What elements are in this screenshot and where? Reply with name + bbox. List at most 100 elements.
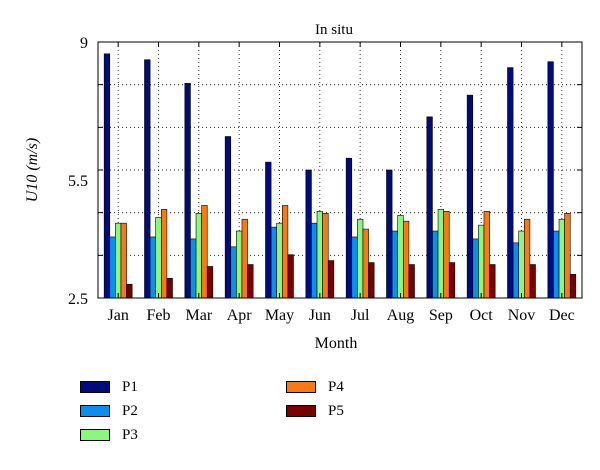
bar-p3-feb bbox=[155, 216, 162, 299]
legend-swatch bbox=[80, 381, 110, 393]
x-tick-label: Oct bbox=[470, 307, 494, 324]
bar-p3-oct bbox=[478, 224, 485, 299]
legend-label: P5 bbox=[328, 402, 344, 419]
bar-p5-jan bbox=[126, 283, 133, 299]
chart-title: In situ bbox=[315, 22, 353, 38]
bar-p1-mar bbox=[184, 83, 191, 299]
bar-p1-dec bbox=[547, 61, 554, 299]
plot-area bbox=[97, 41, 583, 299]
bar-p5-feb bbox=[166, 278, 173, 299]
bar-p2-may bbox=[270, 226, 278, 299]
bar-p4-may bbox=[281, 205, 289, 299]
legend-item-p3: P3 bbox=[80, 426, 138, 444]
bar-p5-aug bbox=[408, 264, 415, 299]
bar-p1-sep bbox=[426, 116, 433, 299]
bar-p1-jun bbox=[305, 169, 312, 299]
bar-p4-jun bbox=[322, 213, 329, 299]
x-tick-label: Mar bbox=[186, 307, 213, 324]
bar-p1-apr bbox=[224, 136, 232, 299]
bar-p1-oct bbox=[466, 94, 474, 299]
bar-p4-nov bbox=[523, 218, 531, 299]
bar-p5-nov bbox=[529, 264, 536, 299]
bar-p3-jul bbox=[357, 218, 364, 299]
x-tick-label: Jul bbox=[351, 307, 370, 324]
bar-p3-may bbox=[276, 222, 283, 299]
bar-p2-apr bbox=[230, 246, 237, 299]
legend-label: P4 bbox=[328, 378, 344, 395]
bar-group bbox=[103, 53, 577, 299]
bar-p5-jul bbox=[368, 262, 375, 299]
legend-label: P2 bbox=[122, 402, 138, 419]
y-tick-label: 5.5 bbox=[68, 173, 88, 190]
bar-p5-oct bbox=[489, 264, 496, 299]
bar-p1-jul bbox=[345, 157, 353, 299]
bar-p1-nov bbox=[507, 67, 514, 299]
bar-p4-mar bbox=[201, 205, 208, 299]
y-tick-label: 9 bbox=[80, 35, 88, 52]
bar-p4-jul bbox=[362, 228, 369, 299]
bar-p4-dec bbox=[564, 213, 571, 299]
bar-p4-oct bbox=[483, 211, 490, 299]
bar-p3-aug bbox=[397, 214, 404, 299]
legend: P1 P2 P3 P4 P5 bbox=[80, 378, 400, 448]
legend-item-p4: P4 bbox=[286, 378, 344, 396]
legend-swatch bbox=[80, 429, 110, 441]
bar-p5-may bbox=[287, 254, 294, 299]
legend-label: P3 bbox=[122, 426, 138, 443]
bar-p4-aug bbox=[402, 220, 410, 299]
legend-swatch bbox=[286, 381, 316, 393]
bar-p3-nov bbox=[518, 230, 525, 299]
x-tick-label: Aug bbox=[387, 307, 415, 324]
x-tick-label: Apr bbox=[227, 307, 253, 324]
bar-p5-apr bbox=[247, 264, 254, 299]
x-tick-label: Jun bbox=[309, 307, 331, 324]
bar-p2-jul bbox=[351, 236, 358, 299]
bar-p2-aug bbox=[391, 230, 399, 299]
x-tick-label: Sep bbox=[429, 307, 453, 324]
legend-swatch bbox=[80, 405, 110, 417]
legend-item-p1: P1 bbox=[80, 378, 138, 396]
bar-p3-jun bbox=[316, 211, 323, 299]
x-tick-labels: Jan Feb Mar Apr May Jun Jul Aug Sep Oct Nov Dec bbox=[108, 307, 575, 324]
bar-p2-feb bbox=[149, 236, 157, 299]
x-axis-label: Month bbox=[315, 335, 358, 352]
grid-lines bbox=[98, 42, 582, 298]
legend-item-p2: P2 bbox=[80, 402, 138, 420]
bar-p2-jun bbox=[311, 222, 318, 299]
bar-p3-sep bbox=[437, 209, 444, 299]
legend-item-p5: P5 bbox=[286, 402, 344, 420]
bar-p5-dec bbox=[569, 274, 577, 299]
bar-p1-feb bbox=[144, 59, 151, 299]
legend-label: P1 bbox=[122, 378, 138, 395]
y-tick-labels: 2.5 5.5 9 bbox=[68, 35, 88, 308]
y-tick-label: 2.5 bbox=[68, 291, 88, 308]
bar-p4-jan bbox=[120, 222, 127, 299]
x-tick-label: Jan bbox=[108, 307, 129, 324]
y-axis-label: U10 (m/s) bbox=[24, 138, 41, 202]
x-tick-label: Dec bbox=[549, 307, 575, 324]
bar-p5-jun bbox=[327, 260, 335, 299]
bar-p2-dec bbox=[553, 230, 560, 299]
axis-ticks bbox=[98, 41, 582, 299]
legend-swatch bbox=[286, 405, 316, 417]
bar-p2-mar bbox=[190, 238, 197, 299]
bar-p3-jan bbox=[115, 222, 122, 299]
x-tick-label: Nov bbox=[508, 307, 536, 324]
bar-p5-mar bbox=[206, 266, 214, 299]
bar-p3-apr bbox=[236, 230, 243, 299]
bar-p3-mar bbox=[195, 213, 202, 299]
bar-p4-feb bbox=[161, 209, 168, 299]
bar-p1-aug bbox=[386, 169, 393, 299]
bar-p3-dec bbox=[558, 218, 565, 299]
x-tick-label: Feb bbox=[147, 307, 171, 324]
bar-p1-jan bbox=[103, 53, 111, 299]
bar-p4-apr bbox=[241, 218, 248, 299]
bar-p1-may bbox=[265, 161, 272, 299]
bar-p2-jan bbox=[109, 236, 116, 299]
bar-p2-nov bbox=[512, 242, 519, 299]
bar-p2-oct bbox=[472, 238, 479, 299]
bar-p4-sep bbox=[443, 211, 450, 299]
x-tick-label: May bbox=[265, 307, 294, 324]
bar-p5-sep bbox=[448, 262, 456, 299]
